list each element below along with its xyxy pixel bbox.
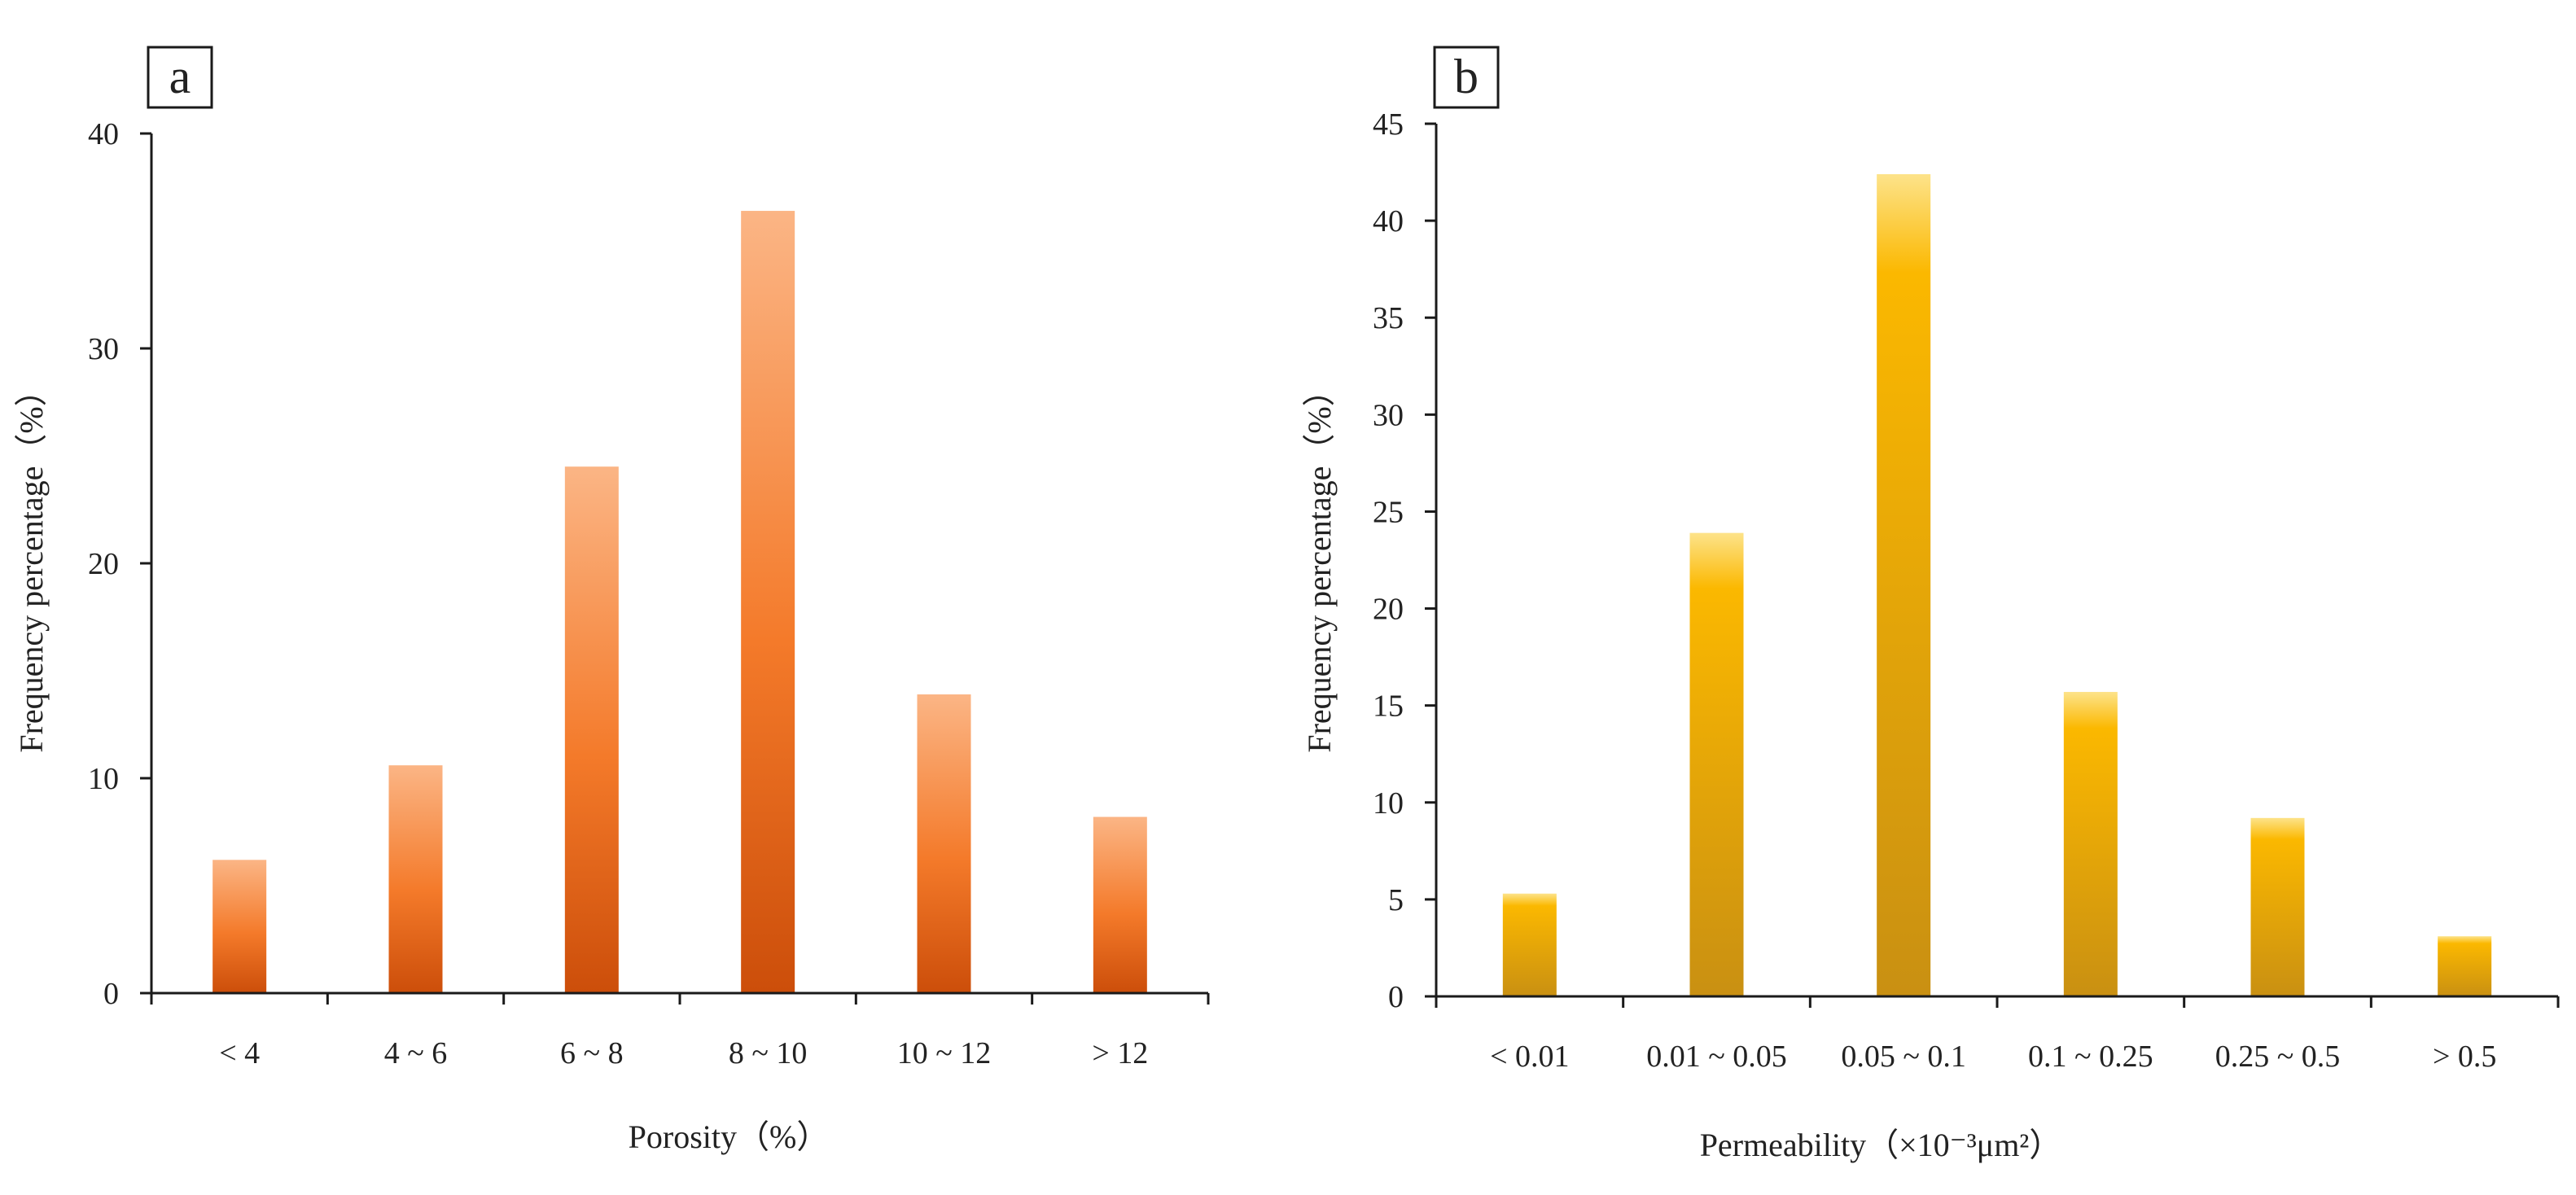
bar	[1689, 532, 1744, 996]
bar	[2438, 936, 2492, 996]
x-tick-label: > 12	[1092, 1036, 1148, 1070]
bar-group	[212, 211, 1147, 993]
axes: < 4 4 ~ 6 6 ~ 8 8 ~ 10 10 ~ 12 > 12 0 10 20 30 40	[88, 117, 1210, 1070]
y-tick-label: 10	[1373, 786, 1404, 821]
bar	[1093, 816, 1147, 993]
bar	[388, 765, 443, 993]
y-tick-label: 40	[1373, 204, 1404, 239]
y-axis-title: Frequency percentage（%）	[1301, 374, 1338, 752]
permeability-chart-panel: b < 0.01 0.01 ~ 0.05 0.05 ~ 0.1 0.1 ~ 0.25 0…	[1301, 46, 2560, 1163]
x-tick-label: 6 ~ 8	[560, 1036, 624, 1070]
x-tick-label: 0.05 ~ 0.1	[1841, 1040, 1966, 1074]
y-tick-label: 30	[1373, 398, 1404, 432]
y-tick-label: 25	[1373, 495, 1404, 529]
bar	[1502, 893, 1557, 996]
y-axis-title: Frequency percentage（%）	[13, 374, 50, 752]
y-tick-label: 20	[1373, 593, 1404, 627]
bar	[917, 694, 971, 993]
axes: < 0.01 0.01 ~ 0.05 0.05 ~ 0.1 0.1 ~ 0.25 0.2…	[1373, 107, 2560, 1074]
bar	[2063, 691, 2118, 996]
bar	[2250, 817, 2305, 996]
x-tick-label: < 0.01	[1490, 1040, 1569, 1074]
x-axis-title: Porosity（%）	[629, 1118, 830, 1155]
panel-label: a	[169, 50, 191, 103]
bar	[1877, 173, 1931, 997]
y-tick-label: 0	[103, 977, 119, 1011]
x-tick-label: < 4	[219, 1036, 260, 1070]
panel-label-box	[147, 46, 213, 109]
y-tick-label: 40	[88, 117, 119, 151]
panel-label-box	[1433, 46, 1500, 109]
x-tick-label: 10 ~ 12	[897, 1036, 992, 1070]
bar	[741, 211, 795, 993]
y-tick-label: 30	[88, 332, 119, 366]
y-tick-label: 0	[1388, 980, 1404, 1014]
y-tick-label: 35	[1373, 301, 1404, 335]
bar	[212, 860, 267, 993]
x-tick-label: 0.1 ~ 0.25	[2028, 1040, 2153, 1074]
x-tick-label: 0.25 ~ 0.5	[2215, 1040, 2341, 1074]
y-tick-label: 15	[1373, 689, 1404, 724]
x-tick-label: > 0.5	[2433, 1040, 2496, 1074]
x-axis-title: Permeability（×10⁻³μm²）	[1700, 1127, 2062, 1163]
bar-group	[1502, 173, 2492, 997]
y-tick-label: 10	[88, 762, 119, 796]
y-tick-label: 5	[1388, 883, 1404, 917]
x-tick-label: 8 ~ 10	[729, 1036, 808, 1070]
panel-label: b	[1454, 50, 1479, 103]
y-tick-label: 20	[88, 547, 119, 581]
porosity-chart-panel: a < 4 4 ~ 6 6 ~ 8 8 ~ 10 10 ~ 12 > 12 0 10 20 30 4…	[13, 46, 1210, 1155]
x-tick-label: 0.01 ~ 0.05	[1646, 1040, 1787, 1074]
x-tick-label: 4 ~ 6	[384, 1036, 448, 1070]
y-tick-label: 45	[1373, 107, 1404, 142]
bar	[564, 466, 619, 993]
